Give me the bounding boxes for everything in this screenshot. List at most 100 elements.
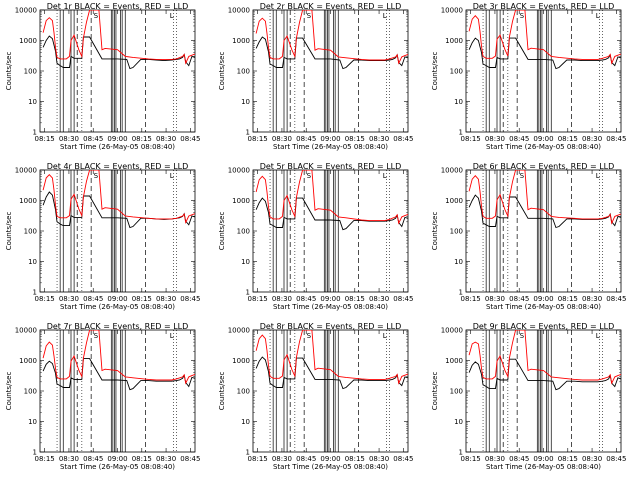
marker-label-l: L: [596, 332, 600, 340]
x-tick-label: 08:15: [345, 135, 365, 143]
x-axis-title: Start Time (26-May-05 08:08:40): [273, 463, 388, 471]
y-axis-title: Counts/sec: [218, 212, 226, 251]
x-tick-label: 09:00: [107, 135, 127, 143]
x-tick-label: 08:30: [272, 295, 292, 303]
x-tick-label: 08:15: [461, 295, 481, 303]
detector-panel-4: 1 10 100 1000 10000 08:15 08:30 08:45 09:00 08:15…: [0, 160, 213, 320]
x-axis-title: Start Time (26-May-05 08:08:40): [486, 303, 601, 311]
x-tick-label: 09:00: [320, 295, 340, 303]
y-tick-label: 1: [246, 449, 250, 457]
x-axis-title: Start Time (26-May-05 08:08:40): [486, 463, 601, 471]
y-tick-label: 10000: [228, 167, 250, 175]
x-tick-label: 08:15: [132, 135, 152, 143]
series-group: [255, 10, 408, 70]
x-tick-label: 08:30: [156, 455, 176, 463]
series-group: [42, 330, 195, 391]
y-axis-title: Counts/sec: [5, 212, 13, 251]
detector-chart-3: 1 10 100 1000 10000 08:15 08:30 08:45 09:00 08:15…: [431, 2, 626, 151]
x-tick-label: 08:15: [345, 295, 365, 303]
events-series-line: [468, 358, 621, 391]
y-tick-label: 1000: [445, 197, 463, 205]
events-series-line: [42, 191, 195, 229]
y-tick-label: 100: [237, 228, 250, 236]
series-group: [468, 330, 621, 391]
detector-chart-6: 1 10 100 1000 10000 08:15 08:30 08:45 09:00 08:15…: [431, 162, 626, 311]
marker-label-s: S: [94, 332, 99, 340]
marker-label-s: S: [307, 12, 312, 20]
marker-label-l: L: [170, 12, 174, 20]
marker-label-s: S: [520, 332, 525, 340]
event-markers: [56, 330, 177, 452]
y-tick-label: 10: [454, 98, 463, 106]
x-axis-title: Start Time (26-May-05 08:08:40): [60, 143, 175, 151]
panel-title: Det 2r BLACK = Events, RED = LLD: [260, 2, 402, 11]
detector-chart-8: 1 10 100 1000 10000 08:15 08:30 08:45 09:00 08:15…: [218, 322, 413, 471]
x-tick-label: 08:45: [296, 295, 316, 303]
x-tick-label: 08:45: [606, 135, 626, 143]
series-group: [42, 10, 195, 70]
detector-chart-9: 1 10 100 1000 10000 08:15 08:30 08:45 09:00 08:15…: [431, 322, 626, 471]
y-tick-label: 100: [24, 388, 37, 396]
y-tick-label: 100: [237, 68, 250, 76]
y-tick-label: 10: [241, 258, 250, 266]
panel-title: Det 1r BLACK = Events, RED = LLD: [47, 2, 189, 11]
y-tick-label: 10: [28, 418, 37, 426]
y-axis-title: Counts/sec: [5, 52, 13, 91]
y-tick-label: 100: [450, 68, 463, 76]
x-tick-label: 08:45: [509, 135, 529, 143]
y-axis-title: Counts/sec: [5, 372, 13, 411]
series-group: [468, 10, 621, 70]
x-tick-label: 08:30: [59, 135, 79, 143]
y-tick-label: 100: [450, 228, 463, 236]
y-tick-label: 10000: [441, 167, 463, 175]
marker-label-l: L: [383, 332, 387, 340]
x-tick-label: 08:45: [83, 135, 103, 143]
x-tick-label: 08:30: [485, 295, 505, 303]
x-axis-title: Start Time (26-May-05 08:08:40): [273, 143, 388, 151]
detector-panel-5: 1 10 100 1000 10000 08:15 08:30 08:45 09:00 08:15…: [213, 160, 426, 320]
x-tick-label: 08:30: [156, 135, 176, 143]
detector-panel-6: 1 10 100 1000 10000 08:15 08:30 08:45 09:00 08:15…: [426, 160, 639, 320]
x-axis-title: Start Time (26-May-05 08:08:40): [486, 143, 601, 151]
y-axis-title: Counts/sec: [431, 372, 439, 411]
y-tick-label: 1000: [19, 357, 37, 365]
y-tick-label: 1: [459, 129, 463, 137]
event-markers: [269, 330, 390, 452]
y-tick-label: 1000: [232, 357, 250, 365]
x-tick-label: 08:45: [393, 135, 413, 143]
events-series-line: [468, 194, 621, 229]
y-tick-label: 1: [459, 289, 463, 297]
x-tick-label: 08:45: [180, 455, 200, 463]
marker-label-s: S: [307, 172, 312, 180]
x-tick-label: 09:00: [107, 455, 127, 463]
x-tick-label: 08:15: [248, 455, 268, 463]
x-tick-label: 08:15: [248, 295, 268, 303]
series-group: [468, 170, 621, 229]
marker-label-s: S: [520, 172, 525, 180]
y-tick-label: 1000: [232, 197, 250, 205]
x-tick-label: 08:30: [582, 135, 602, 143]
x-tick-label: 08:30: [369, 135, 389, 143]
y-tick-label: 1: [33, 449, 37, 457]
x-tick-label: 08:30: [272, 455, 292, 463]
lld-series-line: [468, 10, 621, 65]
x-tick-label: 09:00: [533, 455, 553, 463]
x-tick-label: 08:30: [369, 455, 389, 463]
marker-label-l: L: [383, 172, 387, 180]
marker-label-l: L: [170, 332, 174, 340]
x-tick-label: 08:45: [296, 455, 316, 463]
y-tick-label: 10000: [228, 327, 250, 335]
y-tick-label: 1000: [445, 357, 463, 365]
y-tick-label: 10000: [15, 7, 37, 15]
detector-chart-4: 1 10 100 1000 10000 08:15 08:30 08:45 09:00 08:15…: [5, 162, 200, 311]
y-tick-label: 10000: [441, 327, 463, 335]
lld-series-line: [255, 170, 408, 225]
x-tick-label: 08:15: [461, 455, 481, 463]
lld-series-line: [468, 170, 621, 225]
detector-chart-7: 1 10 100 1000 10000 08:15 08:30 08:45 09:00 08:15…: [5, 322, 200, 471]
detector-panel-8: 1 10 100 1000 10000 08:15 08:30 08:45 09:00 08:15…: [213, 320, 426, 480]
marker-label-l: L: [596, 12, 600, 20]
event-markers: [56, 10, 177, 132]
y-tick-label: 1: [33, 129, 37, 137]
